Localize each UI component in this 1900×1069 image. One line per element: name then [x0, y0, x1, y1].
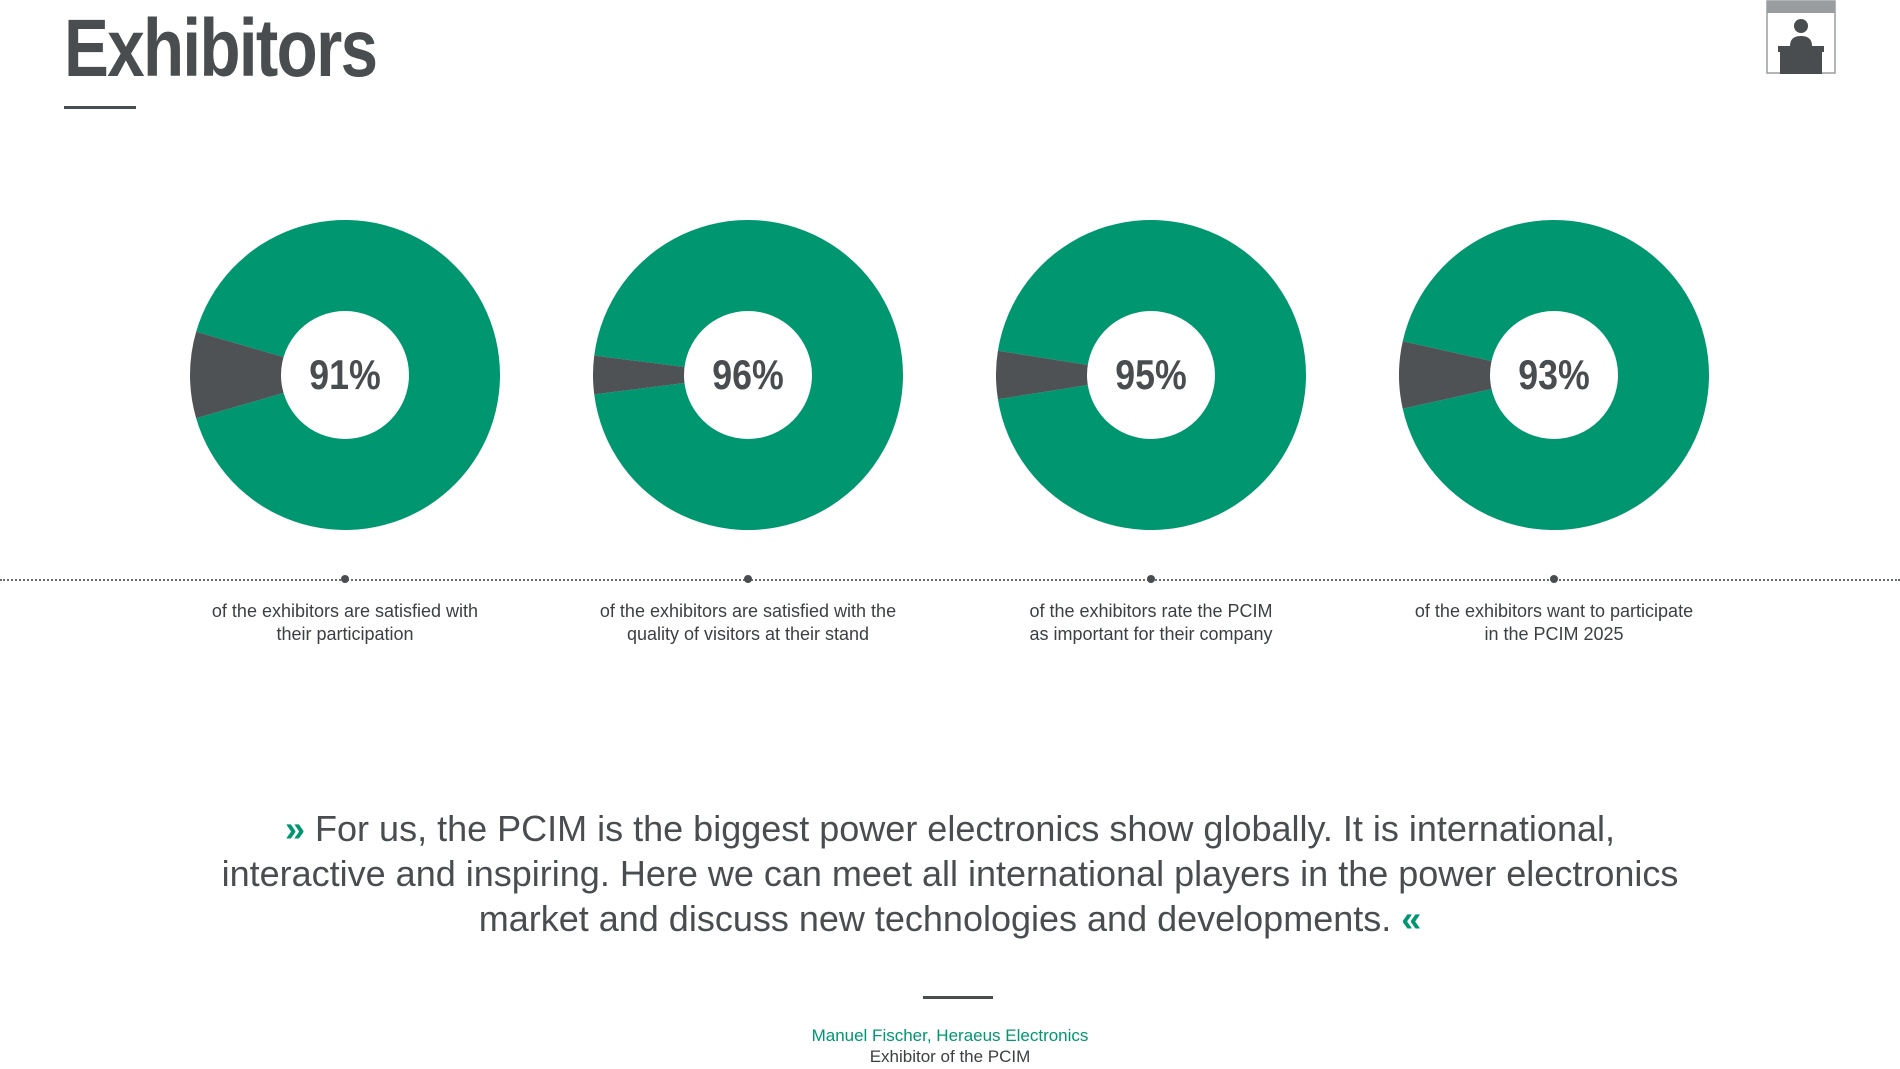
quote-author: Manuel Fischer, Heraeus Electronics	[811, 1026, 1089, 1045]
quote-text: For us, the PCIM is the biggest power el…	[221, 808, 1679, 939]
donut-caption-line: of the exhibitors are satisfied with	[211, 601, 479, 621]
donut-caption: of the exhibitors rate the PCIM as import…	[981, 600, 1321, 646]
donut-value-label: 95%	[1115, 351, 1187, 398]
donut-svg	[190, 220, 500, 530]
donut-caption: of the exhibitors are satisfied with the…	[578, 600, 918, 646]
title-underline	[64, 106, 136, 109]
donut-value-label: 96%	[712, 351, 784, 398]
donut-slice-remainder	[996, 350, 1151, 400]
timeline-dot	[1147, 575, 1155, 583]
donut-caption-line: of the exhibitors rate the PCIM	[1029, 601, 1273, 621]
donut-chart-3: 95%	[996, 220, 1306, 530]
quote-author-role: Exhibitor of the PCIM	[869, 1047, 1031, 1066]
donut-slice-remainder	[593, 355, 748, 395]
donut-value-label: 91%	[309, 351, 381, 398]
donut-hole	[684, 311, 812, 439]
donut-caption-line: as important for their company	[1029, 624, 1273, 644]
exhibitor-booth-icon	[1766, 0, 1836, 74]
quote-divider	[923, 996, 993, 999]
donut-caption: of the exhibitors want to participate in …	[1384, 600, 1724, 646]
donut-caption-line: quality of visitors at their stand	[626, 624, 870, 644]
donut-caption-line: of the exhibitors want to participate	[1414, 601, 1694, 621]
quote-close-mark: «	[1401, 898, 1422, 939]
donut-caption-line: their participation	[276, 624, 414, 644]
donut-value-label: 93%	[1518, 351, 1590, 398]
donut-svg	[593, 220, 903, 530]
timeline-dot	[1550, 575, 1558, 583]
donut-hole	[1087, 311, 1215, 439]
timeline-divider	[0, 579, 1900, 581]
donut-slice-remainder	[1399, 341, 1554, 409]
donut-svg	[996, 220, 1306, 530]
timeline-dot	[341, 575, 349, 583]
donut-hole	[281, 311, 409, 439]
donut-chart-2: 96%	[593, 220, 903, 530]
donut-charts: 91% 96% 95% 93%	[190, 220, 1709, 530]
donut-slice-remainder	[190, 331, 345, 419]
quote-open-mark: »	[285, 808, 306, 849]
timeline-dot	[744, 575, 752, 583]
testimonial-quote: » For us, the PCIM is the biggest power …	[200, 806, 1700, 941]
donut-chart-4: 93%	[1399, 220, 1709, 530]
donut-caption-line: of the exhibitors are satisfied with the	[599, 601, 897, 621]
donut-caption: of the exhibitors are satisfied with thei…	[175, 600, 515, 646]
donut-chart-1: 91%	[190, 220, 500, 530]
page-title: Exhibitors	[64, 3, 378, 94]
donut-svg	[1399, 220, 1709, 530]
donut-caption-line: in the PCIM 2025	[1484, 624, 1624, 644]
donut-hole	[1490, 311, 1618, 439]
